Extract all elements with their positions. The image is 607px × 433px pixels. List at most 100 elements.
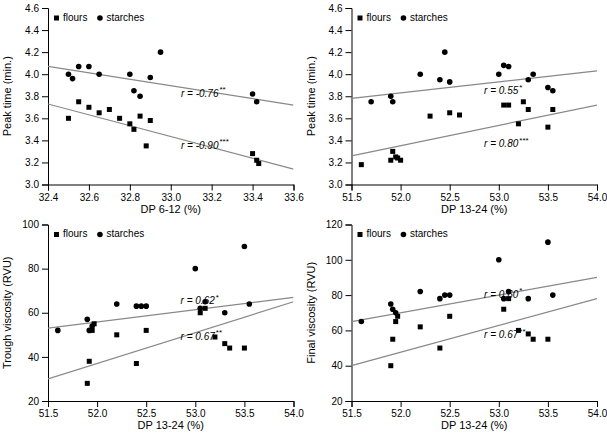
tick-mark <box>401 185 402 191</box>
point <box>242 346 247 351</box>
tick-label: 52.5 <box>440 192 460 203</box>
point <box>96 71 102 77</box>
tick: 32.4 <box>39 185 59 203</box>
tick-label: 32.6 <box>80 192 100 203</box>
legend-label: starches <box>410 228 448 239</box>
tick: 3.2 <box>329 157 352 168</box>
figure: 32.432.632.833.033.233.433.63.03.23.43.6… <box>0 0 607 433</box>
tick-label: 20 <box>331 396 343 407</box>
tick-mark <box>346 8 352 9</box>
legend-item: starches <box>401 12 448 23</box>
point <box>437 346 442 351</box>
tick-mark <box>146 401 147 407</box>
tick: 52.0 <box>391 185 411 203</box>
tick-mark <box>346 260 352 261</box>
point <box>442 49 448 55</box>
tick: 4.6 <box>329 3 352 14</box>
point <box>138 303 144 309</box>
tick-mark <box>42 52 48 53</box>
tick-label: 52.0 <box>88 408 108 419</box>
x-axis-title: DP 13-24 (%) <box>441 419 507 431</box>
tick-label: 80 <box>28 263 40 274</box>
point <box>418 324 423 329</box>
point <box>144 143 149 148</box>
tick-label: 52.0 <box>391 192 411 203</box>
tick-label: 4.6 <box>25 3 39 14</box>
x-axis-title: DP 13-24 (%) <box>441 203 507 215</box>
tick: 52.0 <box>391 401 411 419</box>
point <box>388 363 393 368</box>
point <box>393 319 398 324</box>
annotation: r = 0.80 <box>484 138 519 149</box>
tick-label: 3.0 <box>25 179 39 190</box>
tick-label: 33.6 <box>284 192 304 203</box>
point <box>550 107 555 112</box>
tick: 60 <box>28 307 48 318</box>
tick-label: 60 <box>331 325 343 336</box>
tick: 40 <box>331 360 351 371</box>
tick: 52.0 <box>88 401 108 419</box>
tick-mark <box>42 401 48 402</box>
point <box>526 331 531 336</box>
tick-label: 3.8 <box>329 91 343 102</box>
tick: 53.5 <box>539 401 559 419</box>
point <box>388 93 394 99</box>
tick: 3.4 <box>25 135 48 146</box>
tick-label: 4.2 <box>25 47 39 58</box>
point <box>250 151 255 156</box>
legend-symbol <box>54 16 59 21</box>
legend: floursstarches <box>358 12 448 23</box>
tick-label: 51.5 <box>39 408 59 419</box>
legend-symbol <box>401 15 407 21</box>
point <box>193 266 199 272</box>
annotation-superscript: ** <box>220 85 226 94</box>
tick-label: 52.5 <box>440 408 460 419</box>
tick: 54.0 <box>284 401 304 419</box>
tick-mark <box>42 8 48 9</box>
tick-label: 20 <box>28 396 40 407</box>
tick-label: 4.4 <box>329 25 343 36</box>
point <box>496 257 502 263</box>
tick: 4.0 <box>329 69 352 80</box>
point <box>417 289 423 295</box>
y-axis: 3.03.23.43.63.84.04.24.44.6 <box>25 3 48 191</box>
axis-line <box>49 185 295 191</box>
tick-label: 53.0 <box>490 408 510 419</box>
tick-mark <box>42 185 48 186</box>
plot-area <box>352 239 598 368</box>
tick-mark <box>212 185 213 191</box>
tick-label: 3.6 <box>329 113 343 124</box>
tick-mark <box>346 74 352 75</box>
annotation: r = 0.60 <box>484 289 519 300</box>
tick-mark <box>195 401 196 407</box>
point <box>158 49 164 55</box>
point <box>70 76 76 82</box>
point <box>137 93 143 99</box>
tick-mark <box>130 185 131 191</box>
tick-mark <box>346 330 352 331</box>
panel: 51.552.052.553.053.554.03.03.23.43.63.84… <box>305 3 607 215</box>
axis-line <box>346 225 353 402</box>
tick: 51.5 <box>342 401 362 419</box>
point <box>545 239 551 245</box>
point <box>55 328 61 334</box>
tick-label: 54.0 <box>284 408 304 419</box>
point <box>66 71 72 77</box>
tick: 54.0 <box>588 185 607 203</box>
tick-label: 51.5 <box>342 192 362 203</box>
annotation: r = 0.55 <box>484 85 519 96</box>
tick-mark <box>346 366 352 367</box>
tick: 60 <box>331 325 351 336</box>
point <box>390 99 396 105</box>
point <box>86 64 92 70</box>
point <box>197 306 203 312</box>
tick-mark <box>548 401 549 407</box>
annotation: r = 0.62 <box>181 295 216 306</box>
point <box>447 314 452 319</box>
tick-label: 52.0 <box>391 408 411 419</box>
tick-mark <box>346 30 352 31</box>
tick-label: 4.0 <box>329 69 343 80</box>
axis-line <box>352 185 598 191</box>
tick-label: 54.0 <box>588 192 607 203</box>
tick: 4.6 <box>25 3 48 14</box>
